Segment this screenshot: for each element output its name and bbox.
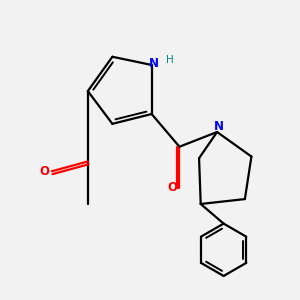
Text: N: N bbox=[149, 57, 159, 70]
Text: O: O bbox=[167, 181, 177, 194]
Text: H: H bbox=[166, 55, 173, 65]
Text: N: N bbox=[214, 120, 224, 133]
Text: O: O bbox=[40, 165, 50, 178]
